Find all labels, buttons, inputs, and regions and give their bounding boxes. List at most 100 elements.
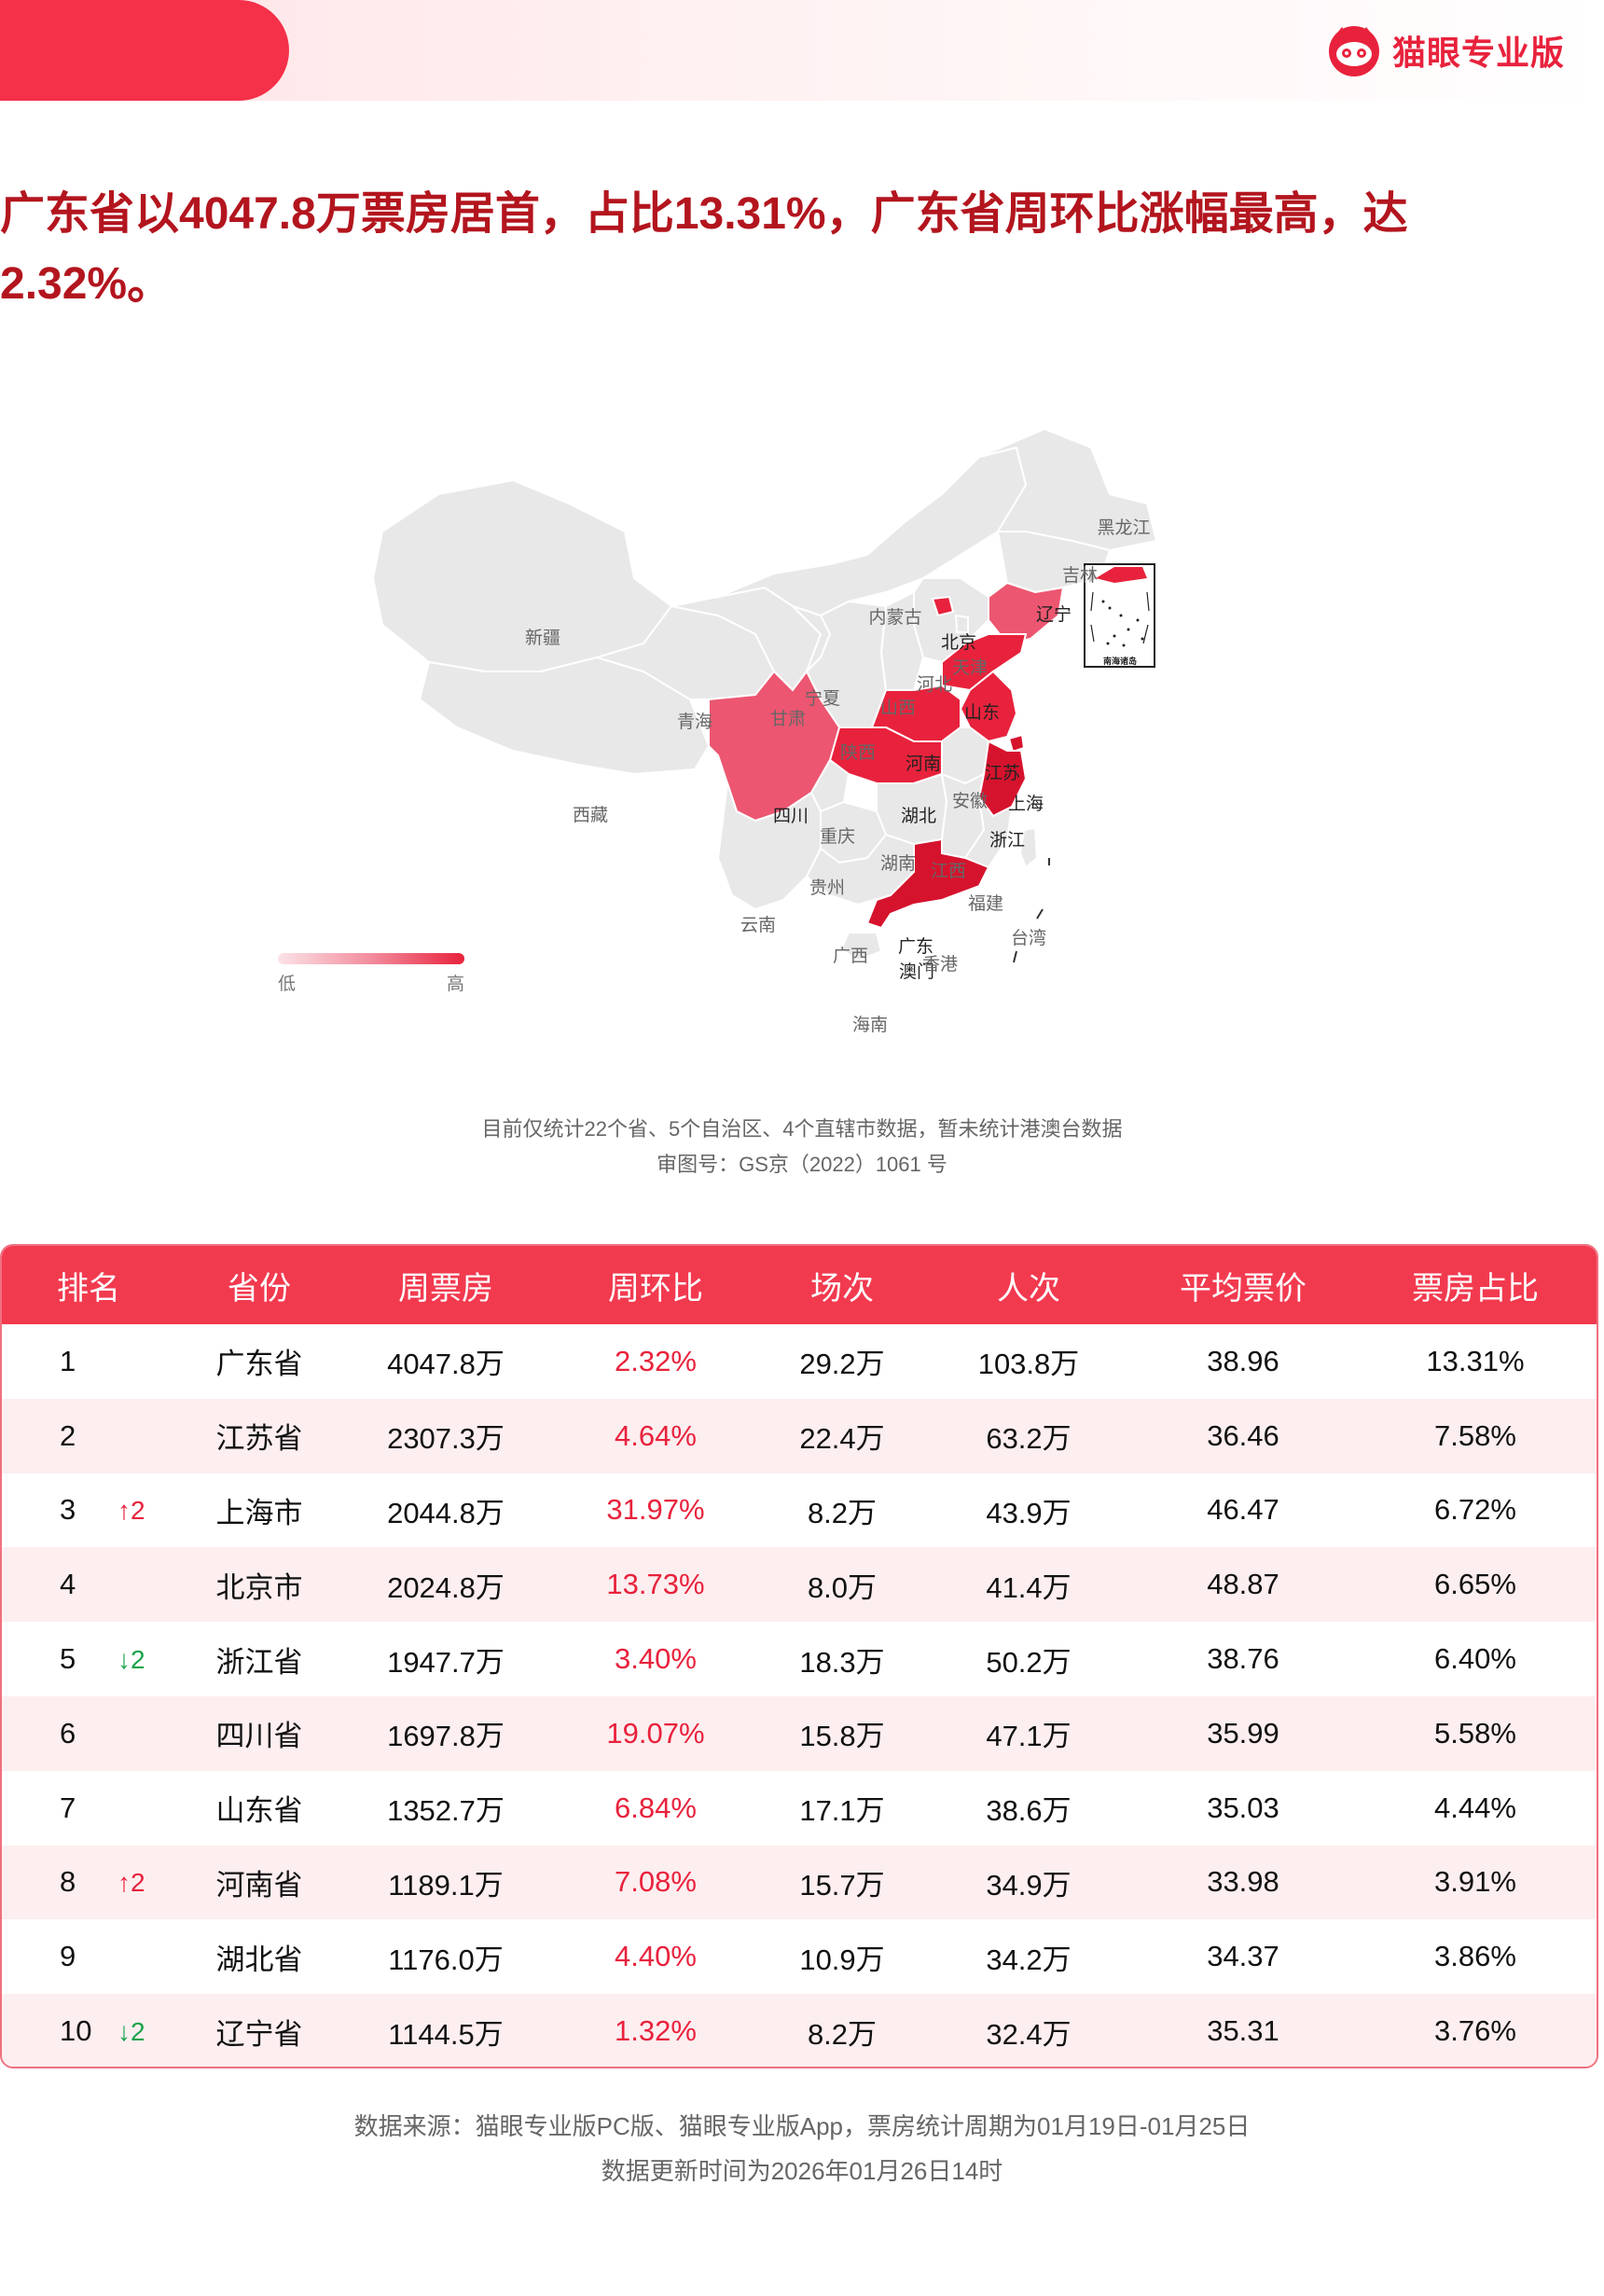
weekly-box-cell: 2307.3万 xyxy=(387,1422,505,1456)
legend-gradient-bar xyxy=(278,953,464,964)
avg-price-cell: 35.99 xyxy=(1207,1716,1279,1750)
province-cell: 江苏省 xyxy=(215,1422,303,1456)
region-tianjin xyxy=(954,614,969,633)
avg-price-cell: 38.76 xyxy=(1207,1642,1279,1676)
province-cell: 浙江省 xyxy=(215,1645,303,1679)
avg-price-cell: 35.31 xyxy=(1207,2014,1279,2048)
label-sichuan: 四川 xyxy=(773,807,809,826)
admissions-cell: 34.2万 xyxy=(986,1943,1072,1976)
table-row: 4 北京市 2024.8万 13.73% 8.0万 41.4万 48.87 6.65% xyxy=(2,1547,1597,1623)
map-inset: 南海诸岛 xyxy=(1084,563,1155,668)
col-header-province: 省份 xyxy=(228,1270,291,1307)
avg-price-cell: 48.87 xyxy=(1207,1568,1279,1601)
coverage-note: 目前仅统计22个省、5个自治区、4个直辖市数据，暂未统计港澳台数据 xyxy=(481,1117,1123,1141)
brand: 猫眼专业版 xyxy=(1327,24,1565,76)
shows-cell: 22.4万 xyxy=(799,1422,885,1456)
col-header-shows: 场次 xyxy=(810,1270,874,1307)
rank-number: 3 xyxy=(60,1493,76,1527)
label-chongqing: 重庆 xyxy=(820,826,855,847)
table-row: 7 山东省 1352.7万 6.84% 17.1万 38.6万 35.03 4.44% xyxy=(2,1771,1597,1846)
label-heilongjiang: 黑龙江 xyxy=(1097,518,1150,538)
share-cell: 3.76% xyxy=(1434,2014,1516,2048)
label-guizhou: 贵州 xyxy=(809,878,845,898)
avg-price-cell: 36.46 xyxy=(1207,1418,1279,1452)
label-guangdong: 广东 xyxy=(898,936,933,957)
footer: 数据来源：猫眼专业版PC版、猫眼专业版App，票房统计周期为01月19日-01月… xyxy=(0,2104,1604,2193)
share-cell: 3.91% xyxy=(1434,1865,1516,1899)
weekly-box-cell: 1189.1万 xyxy=(388,1868,504,1902)
avg-price-cell: 38.96 xyxy=(1207,1344,1279,1377)
ranking-table-card: 排名 省份 周票房 周环比 场次 人次 平均票价 票房占比 1 广东省 4047.8… xyxy=(0,1244,1598,2068)
shows-cell: 8.0万 xyxy=(807,1570,878,1604)
label-guangxi: 广西 xyxy=(833,946,868,966)
weekly-box-cell: 2024.8万 xyxy=(387,1570,505,1604)
share-cell: 6.65% xyxy=(1434,1568,1516,1601)
admissions-cell: 50.2万 xyxy=(986,1645,1072,1679)
table-row: 1 广东省 4047.8万 2.32% 29.2万 103.8万 38.96 13.31% xyxy=(2,1324,1597,1399)
admissions-cell: 43.9万 xyxy=(986,1496,1072,1529)
label-hubei: 湖北 xyxy=(901,806,936,826)
label-yunnan: 云南 xyxy=(740,915,776,935)
wow-cell: 19.07% xyxy=(606,1716,705,1750)
shows-cell: 8.2万 xyxy=(807,1496,878,1529)
update-time-note: 数据更新时间为2026年01月26日14时 xyxy=(601,2157,1003,2185)
china-box-office-map: 南海诸岛 新疆 西藏 青海 甘肃 内蒙古 宁夏 陕西 山西 河北 北京 天津 黑… xyxy=(270,392,1259,1063)
rank-cell: 9 xyxy=(2,1919,175,1994)
map-svg: 南海诸岛 新疆 西藏 青海 甘肃 内蒙古 宁夏 陕西 山西 河北 北京 天津 黑… xyxy=(371,427,1158,1035)
admissions-cell: 103.8万 xyxy=(977,1348,1080,1381)
avg-price-cell: 35.03 xyxy=(1207,1791,1279,1824)
weekly-box-cell: 1947.7万 xyxy=(387,1645,505,1679)
label-hunan: 湖南 xyxy=(880,853,916,874)
rank-cell: 1 xyxy=(2,1324,175,1399)
rank-number: 8 xyxy=(60,1865,76,1899)
label-shaanxi: 陕西 xyxy=(840,742,876,763)
wow-cell: 7.08% xyxy=(615,1865,697,1899)
avg-price-cell: 34.37 xyxy=(1207,1940,1279,1973)
label-hongkong: 香港 xyxy=(922,954,958,975)
region-jiangsu xyxy=(959,670,1018,743)
rank-cell: 5 ↓2 xyxy=(2,1622,175,1696)
table-row: 10 ↓2 辽宁省 1144.5万 1.32% 8.2万 32.4万 35.31 3.76% xyxy=(2,1994,1597,2067)
province-cell: 湖北省 xyxy=(215,1943,303,1976)
shows-cell: 17.1万 xyxy=(799,1794,885,1828)
label-liaoning: 辽宁 xyxy=(1036,604,1072,625)
admissions-cell: 47.1万 xyxy=(986,1720,1072,1753)
label-hainan: 海南 xyxy=(852,1015,888,1035)
rank-cell: 3 ↑2 xyxy=(2,1473,175,1548)
shows-cell: 18.3万 xyxy=(799,1645,885,1679)
wow-cell: 31.97% xyxy=(606,1493,705,1527)
rank-cell: 4 xyxy=(2,1547,175,1622)
col-header-admissions: 人次 xyxy=(997,1270,1060,1307)
label-jiangxi: 江西 xyxy=(931,861,966,881)
wow-cell: 13.73% xyxy=(606,1568,705,1601)
weekly-box-cell: 4047.8万 xyxy=(387,1348,505,1381)
rank-number: 9 xyxy=(60,1940,76,1973)
share-cell: 7.58% xyxy=(1434,1418,1516,1452)
admissions-cell: 38.6万 xyxy=(986,1794,1072,1828)
share-cell: 13.31% xyxy=(1426,1344,1525,1377)
rank-cell: 6 xyxy=(2,1696,175,1771)
rank-number: 1 xyxy=(60,1344,76,1377)
admissions-cell: 34.9万 xyxy=(986,1868,1072,1902)
weekly-box-cell: 1176.0万 xyxy=(388,1943,504,1976)
rank-number: 6 xyxy=(60,1716,76,1750)
wow-cell: 6.84% xyxy=(615,1791,697,1824)
label-macau: 澳门 xyxy=(899,961,934,982)
share-cell: 5.58% xyxy=(1434,1716,1516,1750)
shows-cell: 8.2万 xyxy=(807,2017,878,2051)
avg-price-cell: 33.98 xyxy=(1207,1865,1279,1899)
cat-eye-logo-icon xyxy=(1328,26,1379,76)
region-taiwan xyxy=(1018,826,1039,869)
weekly-box-cell: 1697.8万 xyxy=(387,1720,505,1753)
header-accent-pill xyxy=(0,0,289,101)
rank-cell: 8 ↑2 xyxy=(2,1846,175,1920)
province-cell: 河南省 xyxy=(215,1868,303,1902)
col-header-wow: 周环比 xyxy=(608,1270,703,1307)
data-source-note: 数据来源：猫眼专业版PC版、猫眼专业版App，票房统计周期为01月19日-01月… xyxy=(353,2112,1251,2140)
legend-low-label: 低 xyxy=(278,975,297,994)
weekly-box-cell: 1352.7万 xyxy=(387,1794,505,1828)
map-south-china-sea-dashes xyxy=(1013,858,1050,963)
table-row: 8 ↑2 河南省 1189.1万 7.08% 15.7万 34.9万 33.98 3.91% xyxy=(2,1845,1597,1920)
label-taiwan: 台湾 xyxy=(1011,928,1046,948)
label-jilin: 吉林 xyxy=(1062,565,1098,586)
